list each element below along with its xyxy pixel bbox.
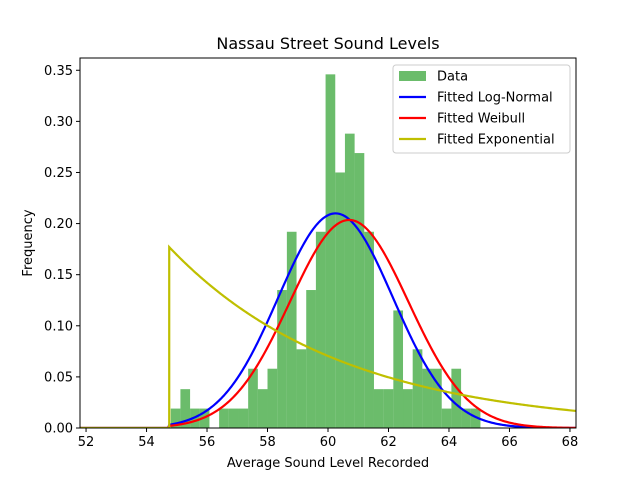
legend-label: Data — [437, 70, 468, 85]
y-tick-label: 0.30 — [44, 115, 73, 130]
histogram-bar — [170, 408, 181, 428]
histogram-bar — [238, 408, 249, 428]
histogram-bar — [412, 349, 423, 428]
histogram-bar — [383, 389, 394, 428]
x-tick-label: 68 — [562, 435, 579, 450]
histogram-bar — [470, 408, 481, 428]
histogram-bar — [422, 368, 433, 428]
x-tick-label: 52 — [78, 435, 95, 450]
y-tick-label: 0.25 — [44, 166, 73, 181]
legend-box — [392, 64, 571, 154]
x-axis-label: Average Sound Level Recorded — [227, 456, 429, 471]
histogram-bar — [354, 153, 365, 428]
y-axis-label: Frequency — [21, 209, 36, 276]
histogram-bar — [344, 133, 355, 428]
x-tick-label: 54 — [138, 435, 155, 450]
chart-title: Nassau Street Sound Levels — [216, 34, 439, 53]
histogram-bar — [248, 368, 258, 428]
x-tick-label: 56 — [199, 435, 216, 450]
legend-label: Fitted Log-Normal — [437, 91, 553, 106]
curve-fitted-exponential — [80, 244, 576, 428]
curve-fitted-log-normal — [80, 212, 576, 428]
histogram-bar — [315, 231, 326, 428]
y-tick-label: 0.15 — [44, 268, 73, 283]
legend: Data Fitted Log-Normal Fitted Weibull Fitte… — [392, 64, 571, 154]
legend-label: Fitted Weibull — [437, 112, 525, 127]
histogram-bar — [180, 389, 191, 428]
x-tick-label: 64 — [441, 435, 458, 450]
y-tick-label: 0.05 — [44, 370, 73, 385]
curve-fitted-weibull — [80, 218, 576, 428]
legend-swatch-data — [399, 71, 426, 81]
histogram-bar — [403, 389, 413, 428]
histogram-bar — [393, 310, 404, 428]
x-tick-label: 60 — [320, 435, 337, 450]
histogram-bar — [267, 368, 278, 428]
y-tick-label: 0.10 — [44, 319, 73, 334]
y-tick-label: 0.00 — [44, 422, 73, 437]
x-tick-label: 62 — [380, 435, 397, 450]
histogram-bar — [306, 290, 316, 428]
histogram-bar — [373, 389, 384, 428]
histogram-bar — [277, 290, 287, 428]
y-tick-label: 0.35 — [44, 64, 73, 79]
x-tick-label: 66 — [501, 435, 518, 450]
histogram-bar — [364, 231, 374, 428]
histogram-bar — [432, 368, 442, 428]
histogram-bar — [451, 368, 462, 428]
histogram-bar — [286, 231, 297, 428]
histogram-bar — [335, 172, 345, 428]
histogram-bar — [441, 408, 452, 428]
histogram-bar — [257, 389, 268, 428]
legend-label: Fitted Exponential — [437, 133, 555, 148]
x-tick-label: 58 — [259, 435, 276, 450]
histogram-bar — [461, 408, 471, 428]
histogram-bar — [219, 408, 229, 428]
histogram-bar — [228, 408, 239, 428]
y-tick-label: 0.20 — [44, 217, 73, 232]
histogram-bar — [325, 74, 336, 428]
histogram-bar — [296, 349, 307, 428]
plot-area: 52 54 56 58 60 62 64 66 68 0.00 0.05 0.10 0.15 0.20 0.… — [44, 57, 579, 450]
